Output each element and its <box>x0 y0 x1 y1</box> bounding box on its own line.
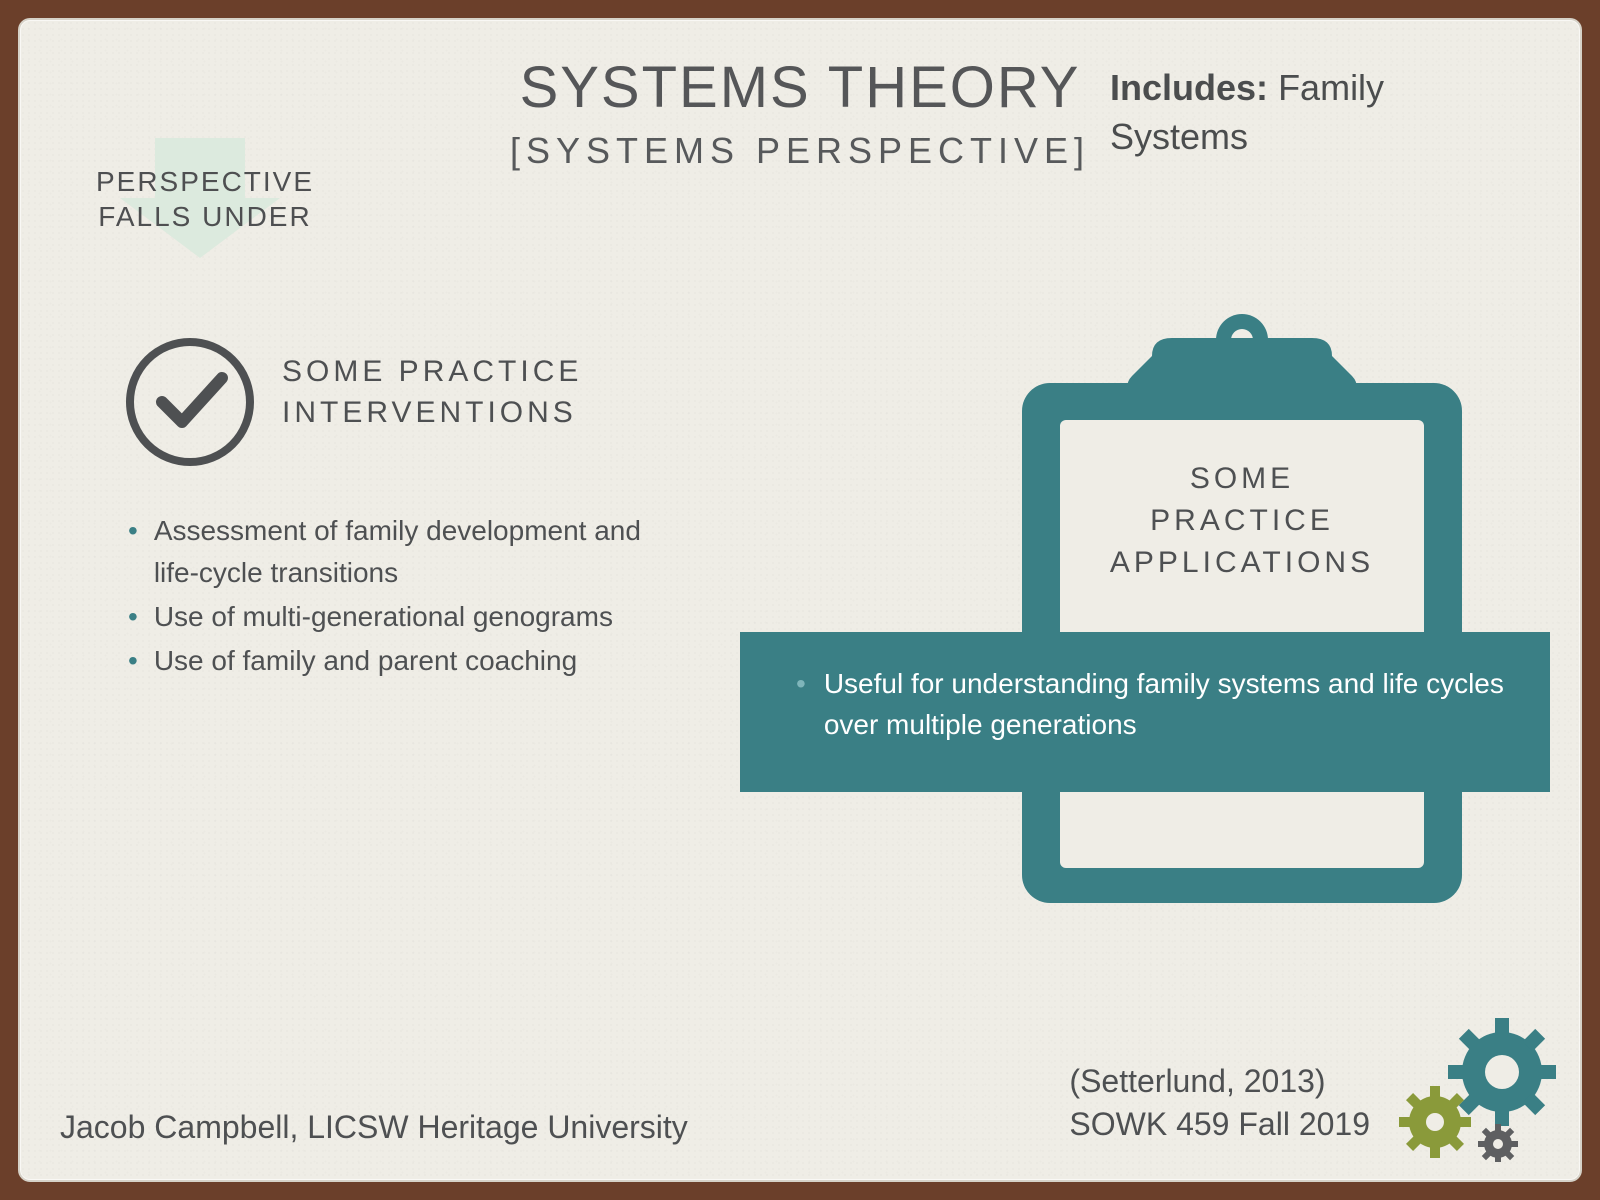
footer-citation: (Setterlund, 2013) <box>1069 1060 1370 1103</box>
perspective-label-line2: FALLS UNDER <box>75 199 335 234</box>
list-item-text: Use of multi-generational genograms <box>154 596 613 638</box>
list-item-text: Useful for understanding family systems … <box>824 664 1506 745</box>
clipboard-icon <box>992 308 1492 928</box>
bullet-icon: • <box>128 510 138 594</box>
applications-heading-line2: PRACTICE <box>1052 500 1432 542</box>
bullet-icon: • <box>128 596 138 638</box>
applications-heading-line3: APPLICATIONS <box>1052 542 1432 584</box>
gears-icon <box>1380 1012 1560 1162</box>
perspective-label: PERSPECTIVE FALLS UNDER <box>75 164 335 234</box>
checkmark-icon <box>120 332 260 472</box>
includes-text: Includes: Family Systems <box>1110 64 1500 161</box>
slide-frame: SYSTEMS THEORY [SYSTEMS PERSPECTIVE] Inc… <box>18 18 1582 1182</box>
interventions-heading: SOME PRACTICE INTERVENTIONS <box>282 352 582 433</box>
bullet-icon: • <box>796 664 806 745</box>
applications-heading: SOME PRACTICE APPLICATIONS <box>1052 458 1432 584</box>
applications-heading-line1: SOME <box>1052 458 1432 500</box>
list-item-text: Assessment of family development and lif… <box>154 510 688 594</box>
interventions-heading-line1: SOME PRACTICE <box>282 352 582 393</box>
includes-label: Includes <box>1110 67 1256 108</box>
list-item: • Useful for understanding family system… <box>796 664 1506 745</box>
footer-author: Jacob Campbell, LICSW Heritage Universit… <box>60 1109 688 1146</box>
bullet-icon: • <box>128 640 138 682</box>
list-item: • Use of family and parent coaching <box>128 640 688 682</box>
interventions-heading-line2: INTERVENTIONS <box>282 393 582 434</box>
interventions-list: • Assessment of family development and l… <box>128 510 688 684</box>
list-item-text: Use of family and parent coaching <box>154 640 577 682</box>
applications-band: • Useful for understanding family system… <box>740 632 1550 792</box>
footer-meta: (Setterlund, 2013) SOWK 459 Fall 2019 <box>1069 1060 1370 1146</box>
perspective-label-line1: PERSPECTIVE <box>75 164 335 199</box>
list-item: • Use of multi-generational genograms <box>128 596 688 638</box>
list-item: • Assessment of family development and l… <box>128 510 688 594</box>
footer-course: SOWK 459 Fall 2019 <box>1069 1103 1370 1146</box>
